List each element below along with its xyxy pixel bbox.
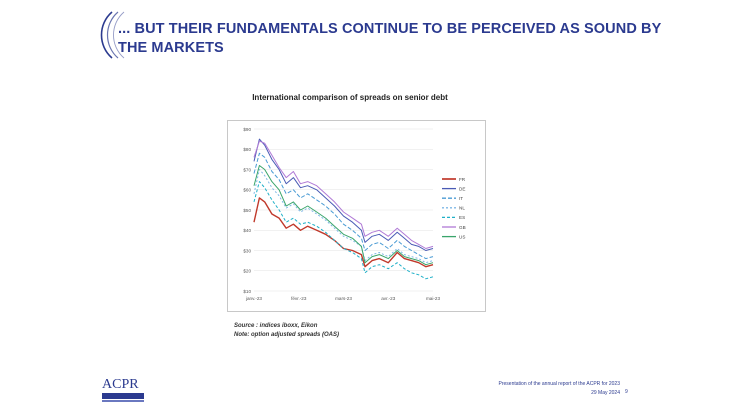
legend-label-it: IT (459, 196, 463, 201)
x-tick-label: avr.-23 (381, 296, 395, 301)
source-note: Source : indices iboxx, Eikon Note: opti… (234, 322, 339, 340)
footer-date-line: 29 May 2024 (591, 390, 620, 396)
slide-title: ... BUT THEIR FUNDAMENTALS CONTINUE TO B… (118, 21, 662, 56)
y-tick-label: $20 (243, 269, 251, 274)
y-tick-label: $90 (243, 127, 251, 132)
series-line-gb (253, 140, 434, 249)
series-line-fr (253, 197, 434, 268)
series-line-de (253, 138, 434, 251)
acpr-logo: ACPR (98, 364, 148, 406)
note-line: Note: option adjusted spreads (OAS) (234, 332, 340, 338)
line-chart: $10 $20 $30 $40 $50 $60 $70 $80 $90 janv.-23 févr.… (243, 127, 466, 301)
source-line: Source : indices iboxx, Eikon (234, 323, 318, 329)
x-tick-label: mars-23 (335, 296, 352, 301)
y-tick-label: $30 (243, 248, 251, 253)
x-tick-label: mai-23 (426, 296, 440, 301)
bracket-decoration-icon (100, 11, 125, 59)
legend-label-us: US (459, 234, 465, 239)
footer-report-line: Presentation of the annual report of the… (498, 381, 620, 387)
chart-title: International comparison of spreads on s… (252, 93, 448, 102)
legend-label-nl: NL (459, 206, 465, 211)
x-tick-label: févr.-23 (291, 296, 307, 301)
legend-label-de: DE (459, 186, 465, 191)
y-tick-label: $50 (243, 208, 251, 213)
chart-frame: $10 $20 $30 $40 $50 $60 $70 $80 $90 janv.-23 févr.… (227, 120, 486, 312)
y-tick-label: $10 (243, 289, 251, 294)
legend-label-es: ES (459, 215, 465, 220)
series-line-nl (253, 169, 434, 264)
y-tick-label: $70 (243, 167, 251, 172)
footer-note: Presentation of the annual report of the… (499, 380, 620, 398)
logo-text: ACPR (102, 377, 139, 392)
legend-label-fr: FR (459, 177, 466, 182)
series-line-it (253, 152, 434, 260)
y-tick-label: $60 (243, 188, 251, 193)
legend-label-gb: GB (459, 225, 466, 230)
y-tick-label: $40 (243, 228, 251, 233)
y-tick-label: $80 (243, 147, 251, 152)
page-number: 9 (625, 389, 628, 395)
series-line-us (253, 165, 434, 266)
x-tick-label: janv.-23 (245, 296, 262, 301)
series-line-es (253, 181, 434, 280)
